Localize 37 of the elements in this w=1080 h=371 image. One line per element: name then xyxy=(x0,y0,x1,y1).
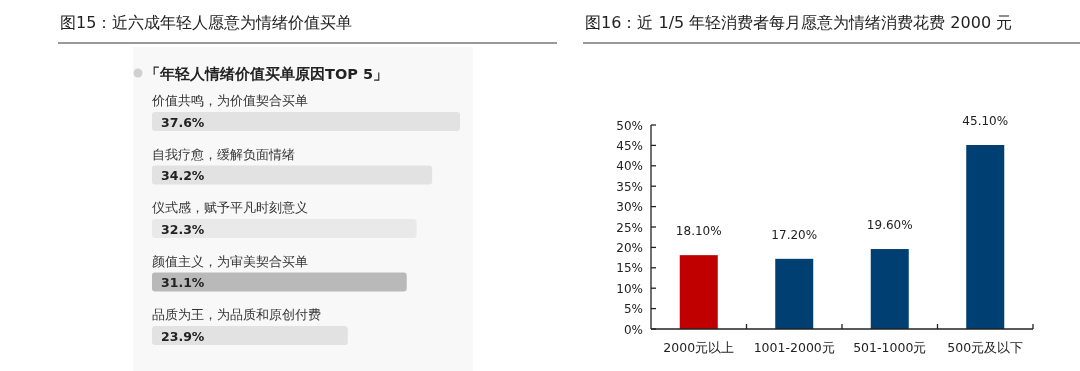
y-tick-label: 0% xyxy=(623,322,643,337)
data-label: 37.6% xyxy=(161,114,205,130)
y-tick-label: 颜值主义，为审美契合买单 xyxy=(152,253,308,269)
y-tick-label: 仪式感，赋予平凡时刻意义 xyxy=(152,200,308,215)
chart-subtitle: 「年轻人情绪价值买单原因TOP 5」 xyxy=(145,66,388,82)
chart-title: 图15：近六成年轻人愿意为情绪价值买单 xyxy=(60,13,353,32)
y-tick-label: 45% xyxy=(616,138,643,153)
y-tick-label: 50% xyxy=(616,118,643,133)
y-tick-label: 价值共鸣，为价值契合买单 xyxy=(151,93,308,108)
x-tick-label: 501-1000元 xyxy=(853,340,927,355)
data-label: 18.10% xyxy=(675,224,722,239)
bar xyxy=(775,258,814,329)
data-label: 17.20% xyxy=(771,227,818,242)
x-tick-label: 500元及以下 xyxy=(947,340,1024,355)
y-tick-label: 15% xyxy=(616,261,643,276)
y-tick-label: 30% xyxy=(616,200,643,215)
x-tick-label: 2000元以上 xyxy=(663,340,735,355)
y-tick-label: 20% xyxy=(616,240,643,255)
x-tick-label: 1001-2000元 xyxy=(753,340,835,355)
bar xyxy=(152,272,407,292)
y-tick-label: 25% xyxy=(616,220,643,235)
y-tick-label: 35% xyxy=(616,179,643,194)
data-label: 19.60% xyxy=(866,218,913,233)
data-label: 23.9% xyxy=(161,328,205,344)
y-tick-label: 品质为王，为品质和原创付费 xyxy=(152,307,321,322)
y-tick-label: 自我疗愈，缓解负面情绪 xyxy=(152,146,295,162)
data-label: 32.3% xyxy=(161,221,205,237)
data-label: 34.2% xyxy=(161,168,205,183)
y-tick-label: 40% xyxy=(616,159,643,174)
bar xyxy=(966,144,1005,329)
data-label: 31.1% xyxy=(161,275,205,290)
y-tick-label: 10% xyxy=(616,281,643,296)
y-tick-label: 5% xyxy=(623,302,643,317)
data-label: 45.10% xyxy=(962,113,1009,128)
bar xyxy=(870,249,909,329)
bar xyxy=(679,255,718,329)
chart-title: 图16：近 1/5 年轻消费者每月愿意为情绪消费花费 2000 元 xyxy=(585,13,1013,32)
